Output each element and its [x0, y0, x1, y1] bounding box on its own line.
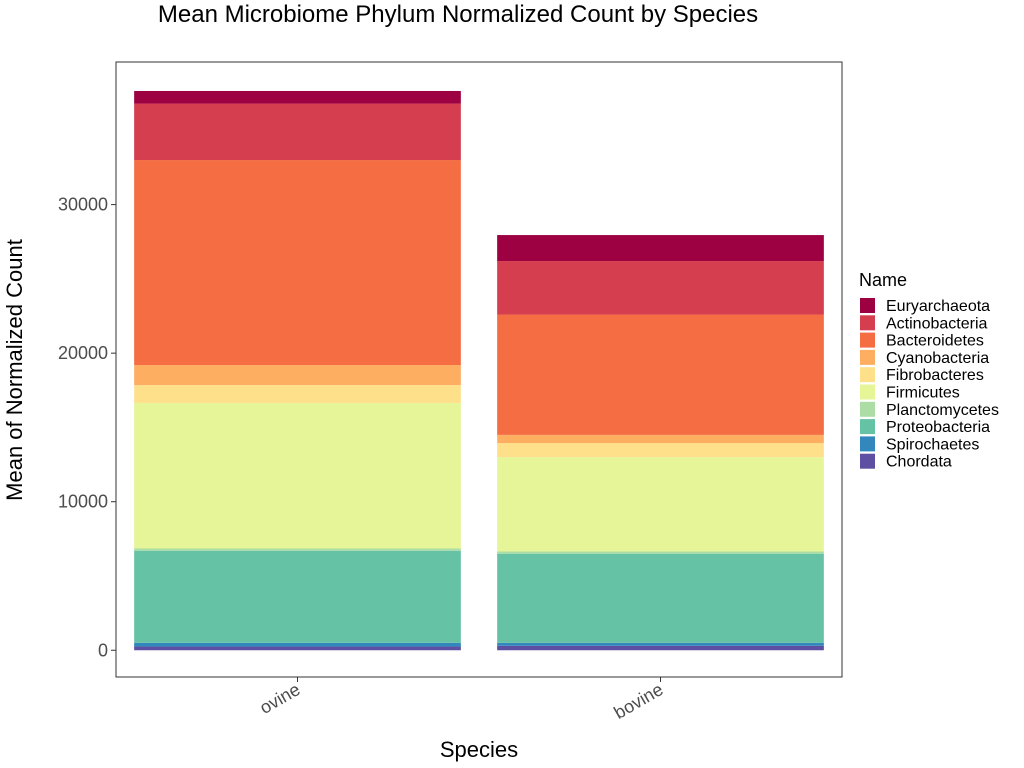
- bar-segment-ovine-planctomycetes: [134, 548, 461, 551]
- bar-segment-bovine-bacteroidetes: [497, 314, 824, 435]
- x-tick-label-bovine: bovine: [611, 679, 667, 723]
- bar-segment-bovine-cyanobacteria: [497, 434, 824, 444]
- y-axis-title: Mean of Normalized Count: [2, 239, 27, 501]
- legend-label-bacteroidetes: Bacteroidetes: [886, 333, 984, 350]
- legend-label-spirochaetes: Spirochaetes: [886, 436, 979, 453]
- y-tick-label: 30000: [58, 195, 108, 215]
- legend-swatch-cyanobacteria: [860, 349, 875, 365]
- bar-segment-bovine-proteobacteria: [497, 553, 824, 643]
- legend-label-fibrobacteres: Fibrobacteres: [886, 367, 984, 384]
- legend-label-euryarchaeota: Euryarchaeota: [886, 298, 990, 315]
- legend-label-proteobacteria: Proteobacteria: [886, 419, 990, 436]
- y-tick-label: 0: [98, 640, 108, 660]
- legend-swatch-proteobacteria: [860, 419, 875, 435]
- bar-segment-ovine-actinobacteria: [134, 103, 461, 161]
- legend-label-firmicutes: Firmicutes: [886, 385, 960, 402]
- legend-swatch-euryarchaeota: [860, 298, 875, 313]
- bar-segment-bovine-firmicutes: [497, 457, 824, 552]
- legend-label-planctomycetes: Planctomycetes: [886, 402, 999, 419]
- bar-segment-ovine-firmicutes: [134, 402, 461, 549]
- y-axis: 0 10000 20000 30000: [58, 195, 116, 660]
- legend-swatch-fibrobacteres: [860, 367, 875, 383]
- legend-swatch-planctomycetes: [860, 401, 875, 417]
- y-tick-label: 20000: [58, 343, 108, 363]
- legend-label-chordata: Chordata: [886, 454, 952, 471]
- legend-label-actinobacteria: Actinobacteria: [886, 315, 987, 332]
- bar-segment-ovine-cyanobacteria: [134, 365, 461, 386]
- legend-title: Name: [859, 270, 907, 290]
- bar-segment-bovine-fibrobacteres: [497, 443, 824, 458]
- x-axis-title: Species: [440, 737, 518, 762]
- legend: Name EuryarchaeotaActinobacteriaBacteroi…: [859, 270, 999, 471]
- bar-segment-ovine-euryarchaeota: [134, 90, 461, 104]
- legend-swatch-firmicutes: [860, 384, 875, 400]
- x-axis: ovine bovine: [256, 677, 667, 723]
- x-tick-label-ovine: ovine: [256, 679, 303, 718]
- legend-swatch-actinobacteria: [860, 315, 875, 331]
- bar-segment-ovine-chordata: [134, 646, 461, 651]
- bar-segment-bovine-planctomycetes: [497, 551, 824, 554]
- bar-segment-ovine-bacteroidetes: [134, 160, 461, 366]
- bars-group: [134, 90, 824, 651]
- bar-segment-bovine-chordata: [497, 645, 824, 651]
- bar-segment-ovine-spirochaetes: [134, 642, 461, 647]
- y-tick-label: 10000: [58, 492, 108, 512]
- bar-segment-bovine-actinobacteria: [497, 261, 824, 315]
- chart-title: Mean Microbiome Phylum Normalized Count …: [158, 1, 758, 28]
- legend-label-cyanobacteria: Cyanobacteria: [886, 350, 989, 367]
- legend-swatch-bacteroidetes: [860, 332, 875, 348]
- bar-segment-ovine-fibrobacteres: [134, 385, 461, 403]
- bar-segment-bovine-spirochaetes: [497, 642, 824, 646]
- bar-segment-ovine-proteobacteria: [134, 550, 461, 643]
- bar-segment-bovine-euryarchaeota: [497, 235, 824, 262]
- legend-swatch-chordata: [860, 453, 875, 469]
- legend-swatch-spirochaetes: [860, 436, 875, 452]
